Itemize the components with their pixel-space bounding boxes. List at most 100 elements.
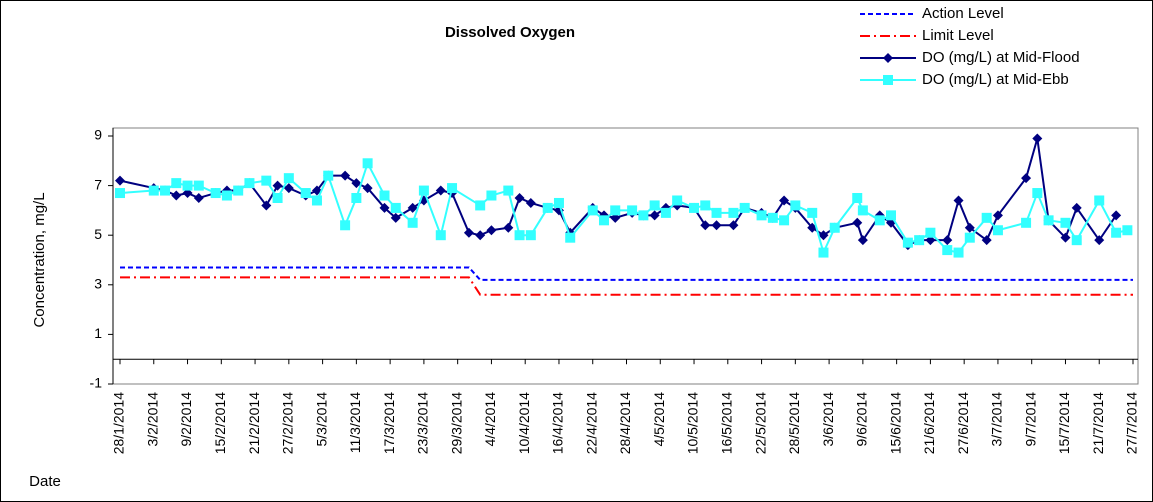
marker (779, 195, 790, 206)
marker (857, 235, 868, 246)
marker (323, 170, 334, 181)
marker (311, 195, 322, 206)
marker (1071, 235, 1082, 246)
y-tick-label: 5 (94, 226, 102, 242)
x-tick-label: 15/6/2014 (887, 392, 903, 454)
marker (728, 220, 739, 231)
x-tick-label: 16/5/2014 (719, 392, 735, 454)
x-tick-label: 29/3/2014 (448, 392, 464, 454)
marker (1043, 215, 1054, 226)
marker (914, 235, 925, 246)
marker (300, 188, 311, 199)
marker (953, 247, 964, 258)
marker (1111, 227, 1122, 238)
legend-marker (883, 75, 893, 85)
marker (514, 230, 525, 241)
marker (689, 202, 700, 213)
marker (672, 195, 683, 206)
marker (115, 175, 125, 186)
marker (542, 202, 553, 213)
legend-marker (883, 53, 893, 63)
marker (390, 202, 401, 213)
marker (272, 193, 283, 203)
x-tick-label: 21/2/2014 (246, 392, 262, 454)
x-tick-label: 9/7/2014 (1022, 392, 1038, 447)
marker (829, 222, 840, 233)
marker (221, 190, 232, 201)
marker (925, 227, 936, 238)
marker (503, 185, 514, 196)
y-tick-label: 7 (94, 176, 102, 192)
marker (1111, 210, 1122, 221)
marker (598, 215, 609, 226)
marker (435, 230, 446, 241)
marker (283, 173, 294, 184)
marker (807, 207, 818, 218)
marker (379, 202, 390, 213)
y-tick-label: 1 (94, 325, 102, 341)
x-tick-label: 9/6/2014 (854, 392, 870, 447)
marker (379, 190, 390, 201)
marker (340, 220, 351, 231)
x-tick-label: 21/6/2014 (921, 392, 937, 454)
legend-label: DO (mg/L) at Mid-Flood (922, 49, 1080, 66)
marker (700, 200, 711, 211)
marker (756, 210, 767, 221)
marker (981, 212, 992, 223)
y-axis-title: Concentration, mg/L (31, 192, 48, 327)
marker (362, 183, 373, 194)
marker (981, 235, 992, 246)
x-tick-label: 9/2/2014 (178, 392, 194, 447)
marker (475, 200, 486, 211)
x-tick-label: 3/2/2014 (144, 392, 160, 447)
marker (790, 200, 801, 211)
marker (857, 205, 868, 216)
marker (728, 207, 739, 218)
marker (638, 210, 649, 221)
marker (171, 178, 182, 189)
marker (1060, 232, 1071, 243)
marker (610, 205, 621, 216)
x-tick-label: 17/3/2014 (381, 392, 397, 454)
marker (953, 195, 964, 206)
marker (1094, 235, 1105, 246)
y-tick-label: 3 (94, 276, 102, 292)
marker (193, 193, 204, 203)
marker (171, 190, 182, 201)
marker (463, 227, 474, 238)
marker (779, 215, 790, 226)
marker (1122, 225, 1133, 236)
x-tick-label: 4/4/2014 (482, 392, 498, 447)
x-tick-label: 5/3/2014 (313, 392, 329, 447)
marker (486, 190, 497, 201)
marker (964, 222, 975, 233)
marker (418, 185, 429, 196)
marker (739, 202, 750, 213)
x-axis-title: Date (29, 473, 61, 490)
marker (649, 210, 660, 221)
marker (244, 178, 255, 189)
x-tick-label: 22/4/2014 (583, 392, 599, 454)
marker (553, 197, 564, 208)
x-tick-label: 15/2/2014 (212, 392, 228, 454)
x-tick-label: 23/3/2014 (415, 392, 431, 454)
series-line (120, 276, 1133, 296)
marker (711, 207, 722, 218)
marker (1021, 173, 1032, 184)
x-tick-label: 10/5/2014 (685, 392, 701, 454)
marker (942, 235, 953, 246)
marker (700, 220, 711, 231)
marker (525, 197, 536, 208)
marker (407, 217, 418, 228)
marker (649, 200, 660, 211)
marker (874, 215, 885, 226)
y-tick-label: 9 (94, 127, 102, 143)
x-tick-label: 16/4/2014 (550, 392, 566, 454)
marker (818, 247, 829, 258)
marker (362, 158, 373, 169)
marker (660, 207, 671, 218)
marker (148, 185, 159, 196)
marker (992, 210, 1003, 221)
marker (514, 193, 525, 203)
